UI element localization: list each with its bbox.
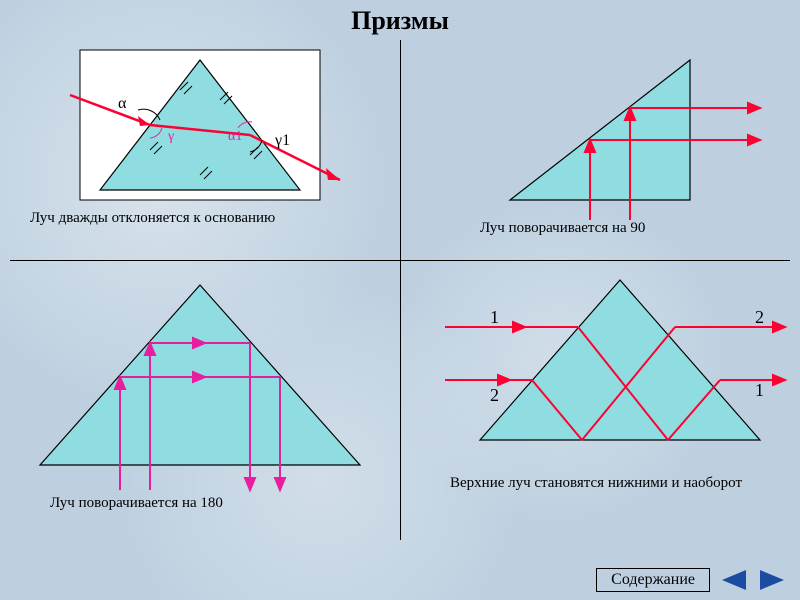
caption-180: Луч поворачивается на 180 xyxy=(0,495,400,512)
svg-text:α1: α1 xyxy=(228,129,242,144)
prism-refraction-diagram: α γ α1 γ1 xyxy=(40,40,360,210)
label-in-bot: 2 xyxy=(490,385,499,406)
prism-invert-diagram xyxy=(410,265,790,475)
svg-text:γ: γ xyxy=(167,129,174,144)
prism-180-diagram xyxy=(10,265,390,495)
cell-refraction: α γ α1 γ1 Луч дважды отклоняется к основ… xyxy=(0,40,400,260)
footer-nav: Содержание xyxy=(596,566,790,594)
caption-90: Луч поворачивается на 90 xyxy=(400,220,800,237)
next-arrow-icon[interactable] xyxy=(756,566,790,594)
label-in-top: 1 xyxy=(490,307,499,328)
prism-90-diagram xyxy=(430,40,770,220)
content-button[interactable]: Содержание xyxy=(596,568,710,592)
diagram-grid: α γ α1 γ1 Луч дважды отклоняется к основ… xyxy=(0,40,800,540)
cell-turn-180: Луч поворачивается на 180 xyxy=(0,265,400,540)
cell-invert: 1 2 2 1 xyxy=(400,265,800,540)
caption-invert: Верхние луч становятся нижними и наоборо… xyxy=(400,475,800,492)
horizontal-divider xyxy=(10,260,790,261)
svg-text:α: α xyxy=(118,95,127,112)
prev-arrow-icon[interactable] xyxy=(716,566,750,594)
label-out-bot: 1 xyxy=(755,380,764,401)
svg-text:γ1: γ1 xyxy=(274,132,290,149)
caption-refraction: Луч дважды отклоняется к основанию xyxy=(0,210,400,227)
page-title: Призмы xyxy=(0,0,800,36)
cell-turn-90: Луч поворачивается на 90 xyxy=(400,40,800,260)
label-out-top: 2 xyxy=(755,307,764,328)
